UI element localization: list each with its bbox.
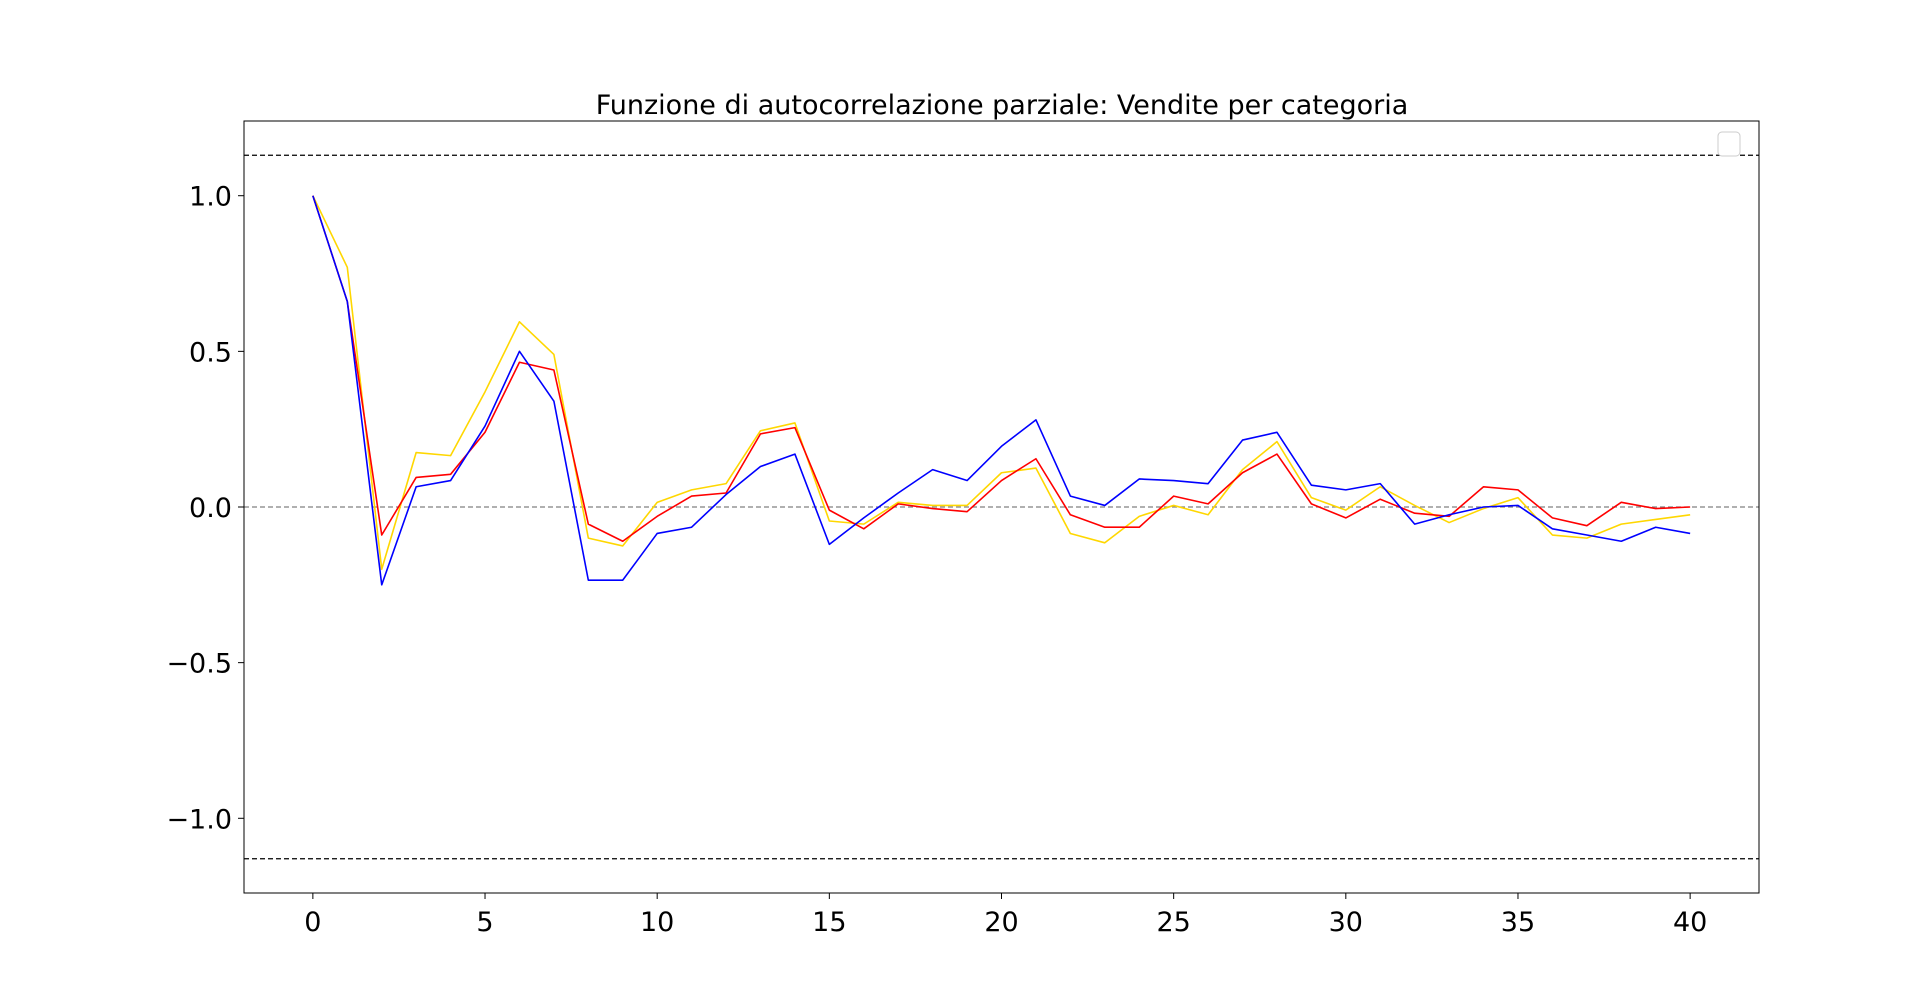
y-axis: 1.0 0.5 0.0 −0.5 −1.0 bbox=[166, 182, 244, 835]
x-tick-label: 10 bbox=[640, 907, 674, 938]
series-line-1 bbox=[312, 195, 1691, 543]
y-tick-label: 0.5 bbox=[189, 337, 232, 368]
y-tick-label: 1.0 bbox=[189, 182, 232, 213]
x-tick-label: 30 bbox=[1329, 907, 1363, 938]
chart-title: Funzione di autocorrelazione parziale: V… bbox=[596, 90, 1409, 121]
y-tick-label: −1.0 bbox=[166, 804, 232, 835]
series-line-0 bbox=[312, 195, 1691, 571]
series-line-2 bbox=[312, 195, 1691, 586]
y-tick-label: 0.0 bbox=[189, 493, 232, 524]
x-tick-label: 40 bbox=[1673, 907, 1707, 938]
x-tick-label: 15 bbox=[812, 907, 846, 938]
x-tick-label: 25 bbox=[1156, 907, 1190, 938]
x-tick-label: 20 bbox=[984, 907, 1018, 938]
x-tick-label: 35 bbox=[1501, 907, 1535, 938]
x-tick-label: 5 bbox=[476, 907, 493, 938]
y-tick-label: −0.5 bbox=[166, 649, 232, 680]
legend-box bbox=[1717, 131, 1741, 157]
x-axis: 0 5 10 15 20 25 30 35 40 bbox=[304, 893, 1707, 938]
series-layer bbox=[312, 195, 1691, 586]
x-tick-label: 0 bbox=[304, 907, 321, 938]
reference-lines bbox=[244, 154, 1759, 860]
